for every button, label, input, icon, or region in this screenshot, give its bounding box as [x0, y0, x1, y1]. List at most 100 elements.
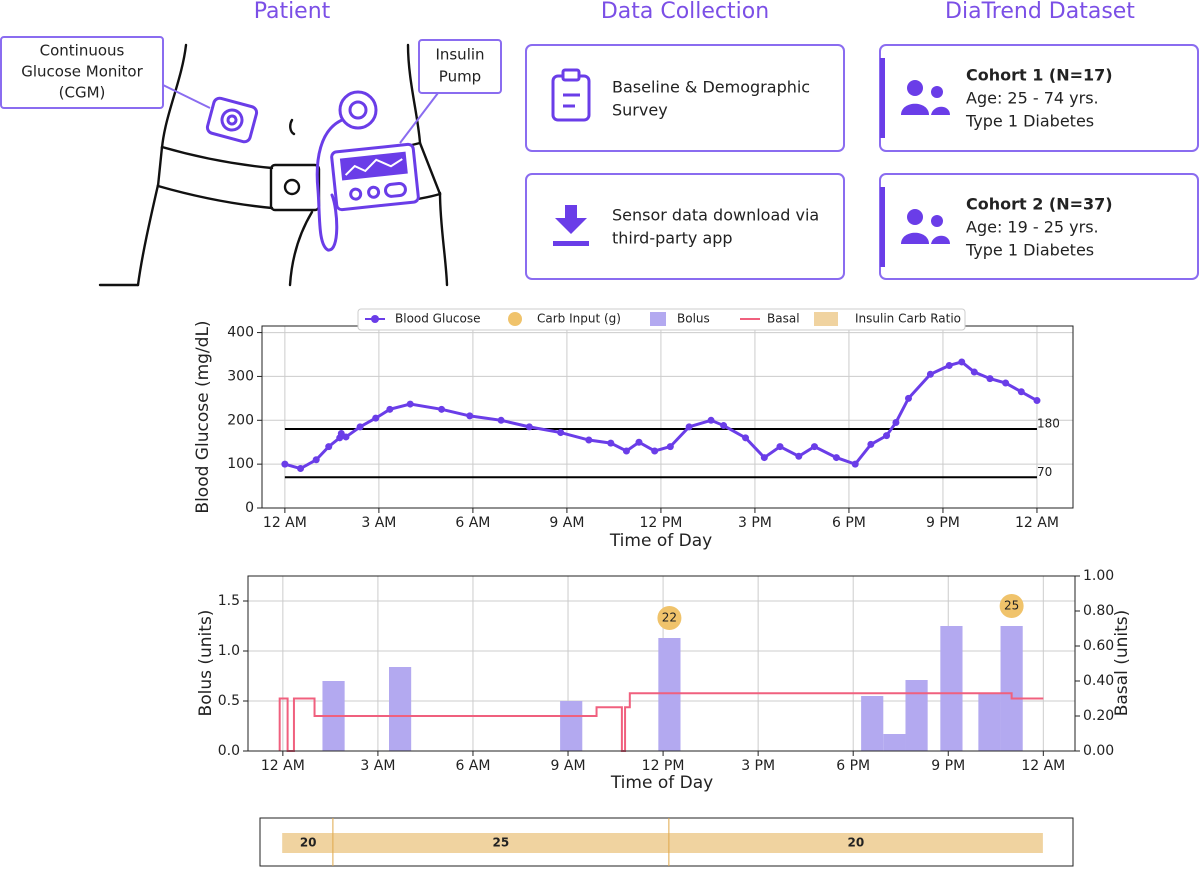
glucose-point [760, 454, 768, 462]
cohort-age: Age: 25 - 74 yrs. [966, 89, 1099, 108]
y-tick-label: 0 [245, 500, 254, 516]
glucose-point [406, 400, 414, 408]
y-tick-label: 1.0 [218, 643, 240, 659]
carb-label: 22 [662, 611, 677, 625]
y-tick-label: 0.0 [218, 743, 240, 759]
legend-label: Basal [767, 312, 800, 326]
bolus-bar [1000, 626, 1023, 751]
cohort-name: Cohort 2 (N=37) [966, 195, 1113, 214]
x-tick-label: 6 AM [455, 515, 490, 531]
x-tick-label: 3 AM [361, 515, 396, 531]
x-tick-label: 12 PM [642, 758, 685, 774]
glucose-point [720, 422, 728, 430]
glucose-point [651, 447, 659, 455]
x-tick-label: 12 AM [1015, 515, 1059, 531]
card-text: Survey [612, 101, 668, 120]
y-axis-label: Blood Glucose (mg/dL) [193, 320, 213, 513]
glucose-point [851, 460, 859, 468]
callout-box [0, 36, 164, 109]
glucose-point [312, 456, 320, 464]
y-tick-label: 200 [227, 412, 254, 428]
glucose-point [297, 465, 305, 473]
x-tick-label: 6 AM [455, 758, 490, 774]
legend-label: Bolus [677, 312, 710, 326]
glucose-point [832, 454, 840, 462]
glucose-point [970, 368, 978, 376]
ratio-label: 20 [300, 836, 317, 850]
ratio-segment [668, 833, 1043, 853]
legend-swatch [508, 312, 522, 326]
x-tick-label: 9 AM [551, 758, 586, 774]
cohort-type: Type 1 Diabetes [965, 241, 1094, 260]
bolus-bar [905, 680, 928, 751]
threshold-label: 70 [1037, 465, 1052, 479]
cohort-type: Type 1 Diabetes [965, 112, 1094, 131]
glucose-point [386, 405, 394, 413]
y-tick-label: 1.5 [218, 593, 240, 609]
glucose-point [325, 443, 333, 451]
threshold-label: 180 [1037, 417, 1060, 431]
glucose-point [776, 443, 784, 451]
callout-box [418, 39, 502, 94]
y-tick-label: 1.00 [1083, 568, 1114, 584]
ratio-label: 25 [493, 836, 510, 850]
x-tick-label: 6 PM [832, 515, 866, 531]
glucose-point [926, 370, 934, 378]
card-text: Sensor data download via [612, 206, 819, 225]
glucose-point [1033, 397, 1041, 405]
card [525, 44, 845, 152]
card [525, 173, 845, 280]
callout-text: (CGM) [59, 84, 106, 102]
glucose-point [945, 361, 953, 369]
bolus-bar [861, 696, 884, 751]
glucose-point [438, 405, 446, 413]
legend-swatch [371, 315, 379, 323]
y-tick-label: 400 [227, 325, 254, 341]
callout-text: Insulin [435, 46, 484, 64]
glucose-point [892, 418, 900, 426]
cohort-card [879, 44, 1199, 152]
glucose-point [742, 434, 750, 442]
callout-text: Glucose Monitor [21, 63, 143, 81]
glucose-point [281, 460, 289, 468]
x-tick-label: 3 AM [360, 758, 395, 774]
glucose-point [1002, 379, 1010, 387]
y-axis-label: Bolus (units) [196, 610, 216, 717]
x-tick-label: 12 PM [640, 515, 683, 531]
x-axis-label: Time of Day [610, 773, 713, 793]
y-tick-label: 300 [227, 368, 254, 384]
callout-line [399, 92, 439, 144]
carb-marker [999, 594, 1024, 618]
bolus-bar [658, 638, 681, 751]
plot-frame [247, 575, 1076, 752]
glucose-point [356, 423, 364, 431]
bolus-bar [560, 701, 583, 751]
cohort-name: Cohort 1 (N=17) [966, 66, 1113, 85]
patient-illustration [98, 43, 449, 287]
legend-label: Carb Input (g) [537, 312, 621, 326]
glucose-point [1017, 388, 1025, 396]
x-tick-label: 12 AM [263, 515, 307, 531]
glucose-point [607, 439, 615, 447]
glucose-point [342, 433, 350, 441]
glucose-point [497, 416, 505, 424]
column-title: Data Collection [601, 0, 769, 24]
glucose-point [635, 438, 643, 446]
y-tick-label: 0.80 [1083, 603, 1114, 619]
y-tick-label: 0.00 [1083, 743, 1114, 759]
card-text: Baseline & Demographic [612, 78, 810, 97]
charts: 12 AM 3 AM 6 AM 9 AM 12 PM 3 PM 6 PM 9 PM 12 AM 0… [193, 308, 1132, 867]
glucose-point [986, 375, 994, 383]
glucose-point [585, 436, 593, 444]
glucose-point [525, 423, 533, 431]
callout-line [162, 84, 211, 109]
column-title: DiaTrend Dataset [945, 0, 1135, 24]
y-tick-label: 0.40 [1083, 673, 1114, 689]
glucose-point [904, 394, 912, 402]
cohort-age: Age: 19 - 25 yrs. [966, 218, 1099, 237]
bolus-bar [940, 626, 963, 751]
bolus-bar [389, 667, 412, 751]
x-tick-label: 12 AM [261, 758, 305, 774]
glucose-point [372, 414, 380, 422]
